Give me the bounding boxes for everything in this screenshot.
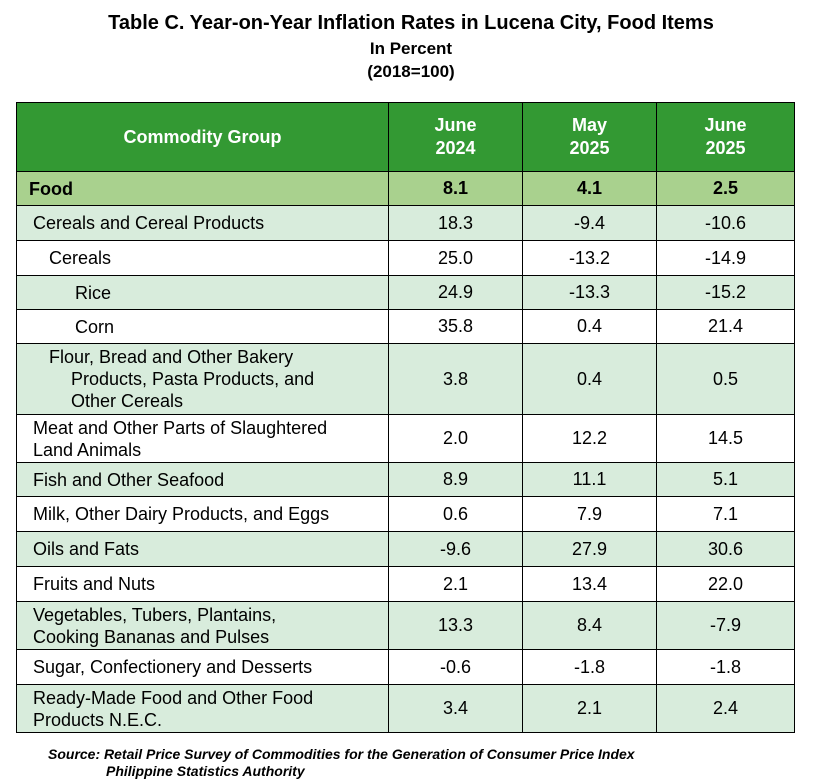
table-row: Flour, Bread and Other Bakery Products, … — [16, 343, 795, 415]
row-label: Sugar, Confectionery and Desserts — [16, 649, 389, 685]
cell-june-2024: 0.6 — [388, 496, 523, 532]
table-row: Cereals 25.0 -13.2 -14.9 — [16, 240, 795, 276]
cell-may-2025: -13.3 — [522, 275, 657, 310]
table-header-row: Commodity Group June 2024 May 2025 June 202… — [16, 102, 795, 172]
cell-may-2025: 11.1 — [522, 462, 657, 497]
cell-june-2025: -7.9 — [656, 601, 795, 650]
table-row: Vegetables, Tubers, Plantains, Cooking Ba… — [16, 601, 795, 650]
table-subtitle-base: (2018=100) — [367, 62, 455, 81]
cell-may-2025: -9.4 — [522, 205, 657, 241]
row-label: Corn — [16, 309, 389, 344]
inflation-table: Commodity Group June 2024 May 2025 June 202… — [16, 102, 795, 733]
table-row: Rice 24.9 -13.3 -15.2 — [16, 275, 795, 310]
cell-may-2025: 8.4 — [522, 601, 657, 650]
cell-june-2025: 21.4 — [656, 309, 795, 344]
table-row: Cereals and Cereal Products 18.3 -9.4 -1… — [16, 205, 795, 241]
row-label: Ready-Made Food and Other Food Products N… — [16, 684, 389, 733]
row-label: Cereals and Cereal Products — [16, 205, 389, 241]
row-label: Cereals — [16, 240, 389, 276]
row-label: Fish and Other Seafood — [16, 462, 389, 497]
table-row: Oils and Fats -9.6 27.9 30.6 — [16, 531, 795, 567]
cell-june-2025: 5.1 — [656, 462, 795, 497]
cell-june-2024: -0.6 — [388, 649, 523, 685]
cell-may-2025: 27.9 — [522, 531, 657, 567]
cell-may-2025: 2.1 — [522, 684, 657, 733]
cell-may-2025: 4.1 — [522, 171, 657, 206]
table-row: Sugar, Confectionery and Desserts -0.6 -… — [16, 649, 795, 685]
row-label: Vegetables, Tubers, Plantains, Cooking Ba… — [16, 601, 389, 650]
table-row: Meat and Other Parts of Slaughtered Land … — [16, 414, 795, 463]
cell-june-2024: -9.6 — [388, 531, 523, 567]
cell-june-2024: 2.0 — [388, 414, 523, 463]
cell-june-2025: 2.4 — [656, 684, 795, 733]
table-row: Fruits and Nuts 2.1 13.4 22.0 — [16, 566, 795, 602]
cell-june-2024: 35.8 — [388, 309, 523, 344]
cell-may-2025: 7.9 — [522, 496, 657, 532]
cell-june-2025: 7.1 — [656, 496, 795, 532]
cell-may-2025: 0.4 — [522, 309, 657, 344]
cell-june-2024: 2.1 — [388, 566, 523, 602]
source-note: Source: Retail Price Survey of Commoditi… — [48, 746, 635, 779]
cell-june-2024: 13.3 — [388, 601, 523, 650]
row-label: Flour, Bread and Other Bakery Products, … — [16, 343, 389, 415]
table-row: Milk, Other Dairy Products, and Eggs 0.6… — [16, 496, 795, 532]
header-commodity-group: Commodity Group — [16, 102, 389, 172]
cell-june-2024: 18.3 — [388, 205, 523, 241]
cell-may-2025: 13.4 — [522, 566, 657, 602]
cell-june-2024: 24.9 — [388, 275, 523, 310]
table-row: Ready-Made Food and Other Food Products N… — [16, 684, 795, 733]
cell-june-2024: 3.8 — [388, 343, 523, 415]
cell-may-2025: -1.8 — [522, 649, 657, 685]
row-label: Milk, Other Dairy Products, and Eggs — [16, 496, 389, 532]
table-row: Corn 35.8 0.4 21.4 — [16, 309, 795, 344]
cell-june-2025: 0.5 — [656, 343, 795, 415]
table-row: Food 8.1 4.1 2.5 — [16, 171, 795, 206]
cell-june-2025: -14.9 — [656, 240, 795, 276]
cell-june-2025: -15.2 — [656, 275, 795, 310]
cell-june-2025: 22.0 — [656, 566, 795, 602]
cell-may-2025: 0.4 — [522, 343, 657, 415]
header-june-2025: June 2025 — [656, 102, 795, 172]
cell-june-2025: 2.5 — [656, 171, 795, 206]
cell-may-2025: 12.2 — [522, 414, 657, 463]
row-label: Meat and Other Parts of Slaughtered Land … — [16, 414, 389, 463]
table-row: Fish and Other Seafood 8.9 11.1 5.1 — [16, 462, 795, 497]
cell-june-2024: 3.4 — [388, 684, 523, 733]
header-may-2025: May 2025 — [522, 102, 657, 172]
table-title: Table C. Year-on-Year Inflation Rates in… — [108, 12, 714, 34]
table-subtitle-unit: In Percent — [369, 39, 453, 58]
cell-june-2025: -10.6 — [656, 205, 795, 241]
row-label: Oils and Fats — [16, 531, 389, 567]
cell-june-2025: 14.5 — [656, 414, 795, 463]
row-label: Food — [16, 171, 389, 206]
cell-may-2025: -13.2 — [522, 240, 657, 276]
row-label: Fruits and Nuts — [16, 566, 389, 602]
row-label: Rice — [16, 275, 389, 310]
header-june-2024: June 2024 — [388, 102, 523, 172]
cell-june-2024: 25.0 — [388, 240, 523, 276]
cell-june-2025: 30.6 — [656, 531, 795, 567]
cell-june-2025: -1.8 — [656, 649, 795, 685]
cell-june-2024: 8.1 — [388, 171, 523, 206]
cell-june-2024: 8.9 — [388, 462, 523, 497]
